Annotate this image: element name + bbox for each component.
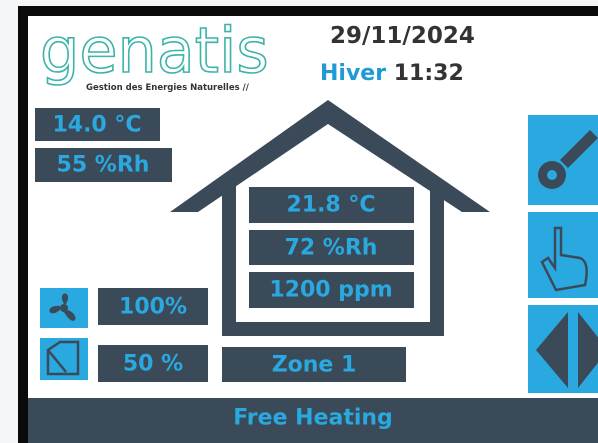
status-bar	[28, 398, 598, 443]
zone: Zone 1	[272, 353, 357, 378]
fan-box	[98, 288, 208, 325]
window-opening: 50 %	[123, 352, 183, 377]
outdoor-hum: 55 %Rh	[57, 153, 150, 178]
house	[170, 100, 490, 336]
indoor-temp: 21.8 °C	[286, 193, 375, 218]
season-time: Hiver 11:32	[320, 61, 464, 86]
zone-box[interactable]	[222, 347, 406, 382]
outdoor-hum-box	[35, 148, 172, 182]
co2: 1200 ppm	[269, 278, 392, 303]
co2-box	[247, 270, 416, 310]
indoor-hum-box	[247, 228, 416, 267]
season: Hiver	[320, 61, 386, 86]
indoor-temp-box	[247, 185, 416, 225]
settings-button[interactable]	[528, 115, 598, 205]
date: 29/11/2024	[330, 23, 475, 49]
status: Free Heating	[233, 406, 393, 431]
zone-arrows[interactable]	[528, 305, 598, 393]
window-box	[98, 345, 208, 382]
window-icon[interactable]	[40, 338, 88, 380]
logo: genatis	[40, 14, 269, 87]
fan-icon[interactable]	[40, 288, 88, 328]
outdoor-temp-box	[35, 108, 160, 141]
time: 11:32	[394, 61, 464, 86]
outdoor-temp: 14.0 °C	[52, 113, 141, 138]
fan-speed: 100%	[119, 295, 187, 320]
manual-button[interactable]	[528, 212, 598, 298]
tagline: Gestion des Energies Naturelles //	[86, 83, 250, 93]
indoor-hum: 72 %Rh	[285, 236, 378, 261]
